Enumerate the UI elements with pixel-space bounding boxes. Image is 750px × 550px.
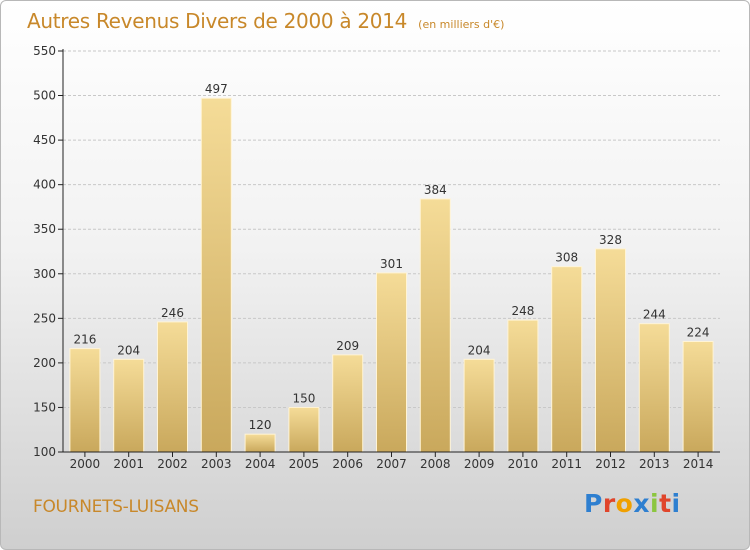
bar — [69, 348, 101, 453]
bar — [551, 266, 583, 453]
x-tick-label: 2014 — [683, 457, 714, 471]
bar-value-label: 244 — [643, 308, 666, 322]
bar-value-label: 150 — [292, 391, 315, 405]
x-tick-label: 2005 — [289, 457, 320, 471]
x-tick-label: 2007 — [376, 457, 407, 471]
bar-value-label: 120 — [249, 418, 272, 432]
bar-value-label: 204 — [468, 343, 491, 357]
bar-value-label: 216 — [73, 333, 96, 347]
logo-letter: i — [671, 489, 681, 518]
bar — [157, 321, 188, 453]
bar-value-label: 308 — [555, 251, 578, 265]
logo-letter: r — [602, 489, 616, 518]
bar-value-label: 224 — [687, 326, 710, 340]
x-tick-label: 2011 — [551, 457, 582, 471]
x-tick-label: 2004 — [245, 457, 276, 471]
x-tick-label: 2008 — [420, 457, 451, 471]
bar — [244, 433, 276, 453]
bar-value-label: 209 — [336, 339, 359, 353]
x-tick-label: 2000 — [70, 457, 101, 471]
y-tick-label: 100 — [33, 445, 56, 459]
y-tick-label: 300 — [33, 267, 56, 281]
y-tick-label: 400 — [33, 178, 56, 192]
bar-value-label: 384 — [424, 183, 447, 197]
y-tick-label: 200 — [33, 356, 56, 370]
y-tick-label: 350 — [33, 222, 56, 236]
proxiti-logo[interactable]: Proxiti — [584, 489, 681, 518]
bar — [419, 198, 451, 453]
bar-value-label: 328 — [599, 233, 622, 247]
x-tick-label: 2001 — [113, 457, 144, 471]
bar — [595, 248, 626, 453]
x-tick-label: 2003 — [201, 457, 232, 471]
place-name: FOURNETS-LUISANS — [33, 497, 199, 517]
bar — [507, 319, 539, 453]
bar — [638, 323, 670, 453]
bar — [113, 358, 145, 453]
bar — [376, 272, 407, 453]
axes — [58, 49, 720, 457]
y-tick-label: 550 — [33, 44, 56, 58]
logo-letter: x — [633, 489, 650, 518]
x-tick-label: 2009 — [464, 457, 495, 471]
logo-letter: o — [615, 489, 634, 518]
logo-letter: t — [659, 489, 672, 518]
logo-letter: i — [650, 489, 660, 518]
bar-value-label: 497 — [205, 82, 228, 96]
bars — [69, 97, 714, 453]
bar — [288, 406, 320, 453]
bar-value-label: 248 — [511, 304, 534, 318]
bar-value-label: 301 — [380, 257, 403, 271]
labels: 100 150 200 250 300 350 400 450 500 550 216 2000 204… — [33, 44, 713, 471]
y-tick-label: 500 — [33, 89, 56, 103]
y-tick-label: 250 — [33, 311, 56, 325]
chart-subtitle: (en milliers d'€) — [418, 18, 505, 31]
y-tick-label: 450 — [33, 133, 56, 147]
title-row: Autres Revenus Divers de 2000 à 2014 (en… — [27, 9, 504, 33]
bar — [332, 354, 364, 453]
x-tick-label: 2013 — [639, 457, 670, 471]
chart-title: Autres Revenus Divers de 2000 à 2014 — [27, 9, 408, 33]
x-tick-label: 2002 — [157, 457, 188, 471]
x-tick-label: 2012 — [595, 457, 626, 471]
x-tick-label: 2010 — [508, 457, 539, 471]
bar — [463, 358, 495, 453]
x-tick-label: 2006 — [332, 457, 363, 471]
bar — [682, 341, 714, 453]
y-tick-label: 150 — [33, 400, 56, 414]
bar-value-label: 204 — [117, 343, 140, 357]
bar — [200, 97, 232, 453]
bar-value-label: 246 — [161, 306, 184, 320]
logo-letter: P — [584, 489, 603, 518]
